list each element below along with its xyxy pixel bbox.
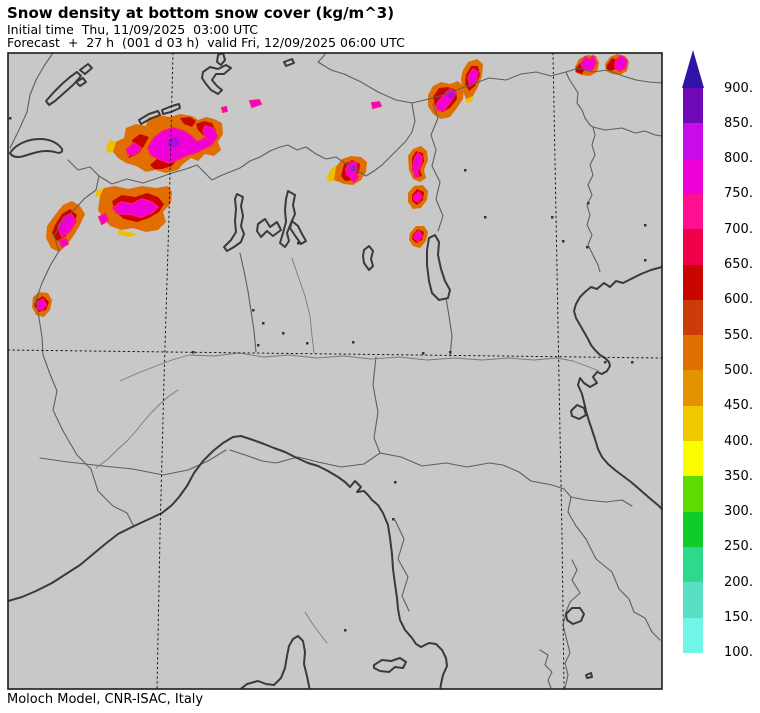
page-title: Snow density at bottom snow cover (kg/m^… — [7, 4, 395, 22]
colorbar-segment — [683, 582, 703, 618]
colorbar-segment — [683, 405, 703, 442]
colorbar-segment — [683, 264, 703, 301]
colorbar-arrow-icon — [682, 50, 704, 88]
political-borders — [9, 53, 662, 689]
colorbar-tick-label: 250. — [724, 539, 753, 555]
colorbar-segment — [683, 299, 703, 336]
colorbar-segment — [683, 476, 703, 513]
colorbar-segment — [683, 335, 703, 371]
colorbar-segment — [683, 158, 703, 195]
colorbar-segment — [683, 441, 703, 477]
colorbar-tick-label: 200. — [724, 574, 753, 590]
colorbar-tick-label: 550. — [724, 327, 753, 343]
colorbar-tick-label: 600. — [724, 292, 753, 308]
colorbar-tick-label: 100. — [724, 645, 753, 661]
colorbar-tick-label: 150. — [724, 610, 753, 625]
town-markers — [9, 117, 647, 632]
map-frame — [7, 52, 663, 690]
forecast-valid-line: Forecast + 27 h (001 d 03 h) valid Fri, … — [7, 35, 405, 50]
graticule-gridlines — [8, 53, 662, 689]
colorbar-tick-label: 650. — [724, 257, 753, 272]
colorbar-segment — [683, 370, 703, 407]
colorbar-segment — [683, 229, 703, 265]
colorbar-tick-label: 850. — [724, 115, 753, 131]
colorbar-segment — [683, 123, 703, 160]
colorbar-segment — [683, 511, 703, 548]
rivers — [95, 257, 600, 644]
colorbar-tick-label: 350. — [724, 468, 753, 484]
colorbar-tick-label: 400. — [724, 433, 753, 449]
colorbar-segment — [683, 617, 703, 654]
map-land — [8, 53, 662, 689]
model-credit: Moloch Model, CNR-ISAC, Italy — [7, 692, 204, 707]
colorbar-tick-label: 450. — [724, 398, 753, 414]
coastlines-and-lakes — [8, 53, 662, 689]
initial-time-line: Initial time Thu, 11/09/2025 03:00 UTC — [7, 22, 258, 37]
colorbar-tick-label: 750. — [724, 186, 753, 202]
colorbar-segment — [683, 88, 703, 124]
colorbar-segment — [683, 546, 703, 583]
colorbar-tick-label: 300. — [724, 504, 753, 520]
colorbar-tick-label: 700. — [724, 221, 753, 237]
colorbar-tick-label: 500. — [724, 362, 753, 378]
colorbar-segment — [683, 193, 703, 230]
colorbar-tick-label: 800. — [724, 151, 753, 167]
colorbar-tick-label: 900. — [724, 80, 753, 96]
